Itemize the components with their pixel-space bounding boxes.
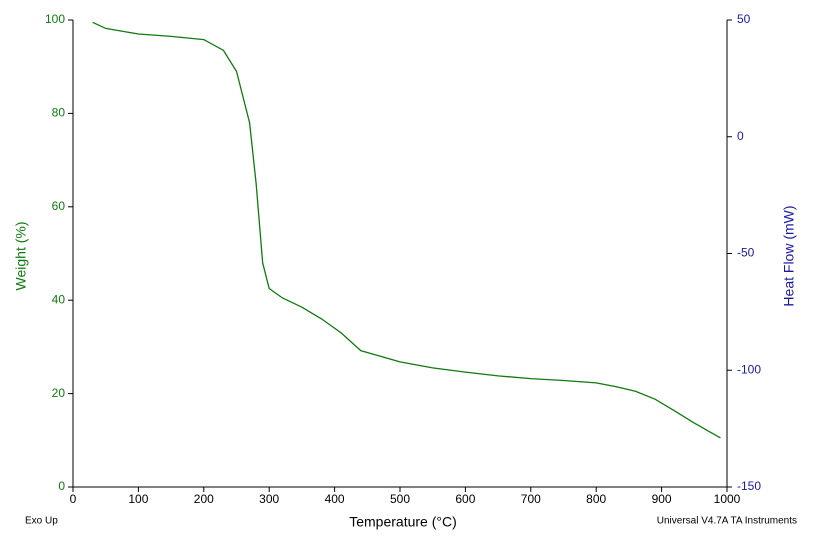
x-tick-label: 1000 [714, 492, 741, 506]
y-tick-label: 0 [58, 479, 65, 493]
y2-tick-label: 0 [737, 129, 744, 143]
x-tick-label: 300 [259, 492, 279, 506]
y-tick-label: 100 [45, 12, 65, 26]
x-tick-label: 0 [70, 492, 77, 506]
y2-axis-label: Heat Flow (mW) [781, 205, 797, 306]
y2-tick-label: -150 [737, 479, 761, 493]
x-tick-label: 700 [521, 492, 541, 506]
x-tick-label: 900 [652, 492, 672, 506]
x-axis-label: Temperature (°C) [349, 514, 457, 530]
x-tick-label: 500 [390, 492, 410, 506]
x-tick-label: 100 [128, 492, 148, 506]
x-tick-label: 200 [194, 492, 214, 506]
y-tick-label: 40 [52, 292, 66, 306]
y2-tick-label: 50 [737, 12, 751, 26]
footer-left: Exo Up [25, 516, 58, 527]
y-tick-label: 80 [52, 106, 66, 120]
y-axis-label: Weight (%) [13, 222, 29, 291]
y2-tick-label: -50 [737, 246, 755, 260]
x-tick-label: 800 [586, 492, 606, 506]
y2-tick-label: -100 [737, 362, 761, 376]
footer-right: Universal V4.7A TA Instruments [657, 516, 797, 527]
y-tick-label: 60 [52, 199, 66, 213]
x-tick-label: 600 [455, 492, 475, 506]
weight-line [92, 21, 721, 439]
y-tick-label: 20 [52, 386, 66, 400]
x-tick-label: 400 [325, 492, 345, 506]
